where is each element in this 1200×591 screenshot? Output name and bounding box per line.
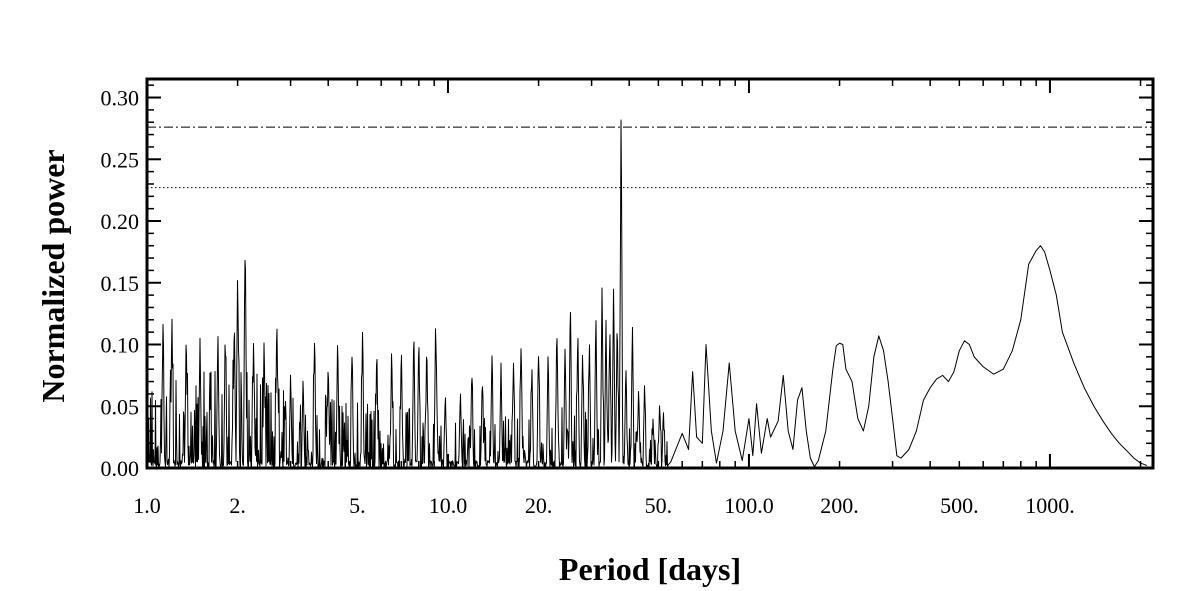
y-tick-label: 0.15 <box>101 271 140 296</box>
y-tick-label: 0.30 <box>101 86 140 111</box>
x-axis-title: Period [days] <box>559 551 741 587</box>
y-tick-label: 0.25 <box>101 147 140 172</box>
x-tick-label: 50. <box>645 493 673 518</box>
plot-content <box>146 119 1153 469</box>
power-spectrum-line <box>146 119 1148 469</box>
tick-labels: 0.00 0.05 0.10 0.15 0.20 0.25 0.30 1.0 2. 5. 10.0 2… <box>101 86 1075 518</box>
x-tick-label: 10.0 <box>429 493 468 518</box>
y-axis-title: Normalized power <box>35 149 71 402</box>
axis-ticks <box>146 79 1153 469</box>
y-tick-label: 0.00 <box>101 456 140 481</box>
x-tick-label: 1000. <box>1025 493 1075 518</box>
x-tick-label: 20. <box>525 493 553 518</box>
x-tick-label: 200. <box>820 493 859 518</box>
x-tick-label: 100.0 <box>724 493 774 518</box>
x-tick-label: 2. <box>229 493 246 518</box>
y-tick-label: 0.10 <box>101 333 140 358</box>
x-tick-label: 1.0 <box>133 493 161 518</box>
x-tick-label: 5. <box>349 493 366 518</box>
plot-frame <box>145 77 1155 470</box>
y-tick-label: 0.05 <box>101 394 140 419</box>
x-tick-label: 500. <box>940 493 979 518</box>
y-tick-label: 0.20 <box>101 209 140 234</box>
